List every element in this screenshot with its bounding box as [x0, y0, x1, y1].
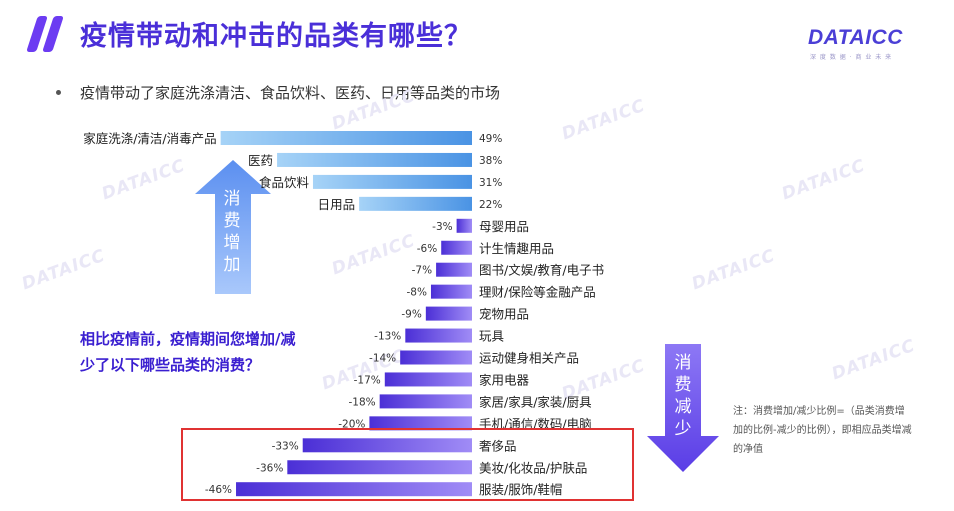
value-label: 49%	[479, 133, 502, 145]
category-label: 家用电器	[479, 372, 530, 387]
bar-5	[441, 240, 472, 255]
arrow-up-icon	[195, 160, 271, 294]
value-label: -8%	[407, 287, 427, 299]
category-label: 计生情趣用品	[479, 241, 554, 256]
bar-10	[400, 350, 472, 365]
category-label: 食品饮料	[259, 175, 310, 190]
question-text: 相比疫情前，疫情期间您增加/减少了以下哪些品类的消费？	[80, 330, 296, 374]
category-label: 运动健身相关产品	[479, 351, 579, 366]
logo-tagline: 深 度 数 据 · 商 业 未 来	[810, 54, 893, 61]
category-label: 理财/保险等金融产品	[479, 285, 596, 300]
value-label: 38%	[479, 155, 502, 167]
bar-8	[425, 306, 472, 321]
bar-11	[384, 372, 472, 387]
value-label: 31%	[479, 177, 502, 189]
value-label: -7%	[412, 265, 432, 277]
bar-7	[430, 284, 472, 299]
category-label: 奢侈品	[479, 438, 517, 453]
value-label: -46%	[205, 484, 232, 496]
category-label: 母婴用品	[479, 219, 529, 234]
category-label: 日用品	[318, 197, 356, 212]
bar-13	[369, 416, 472, 431]
category-label: 服装/服饰/鞋帽	[479, 482, 562, 497]
value-label: -6%	[417, 243, 437, 255]
header: 疫情带动和冲击的品类有哪些？ DATAICC 深 度 数 据 · 商 业 未 来	[0, 0, 954, 76]
value-label: -13%	[374, 331, 401, 343]
footnote: 注：消费增加/减少比例=（品类消费增加的比例-减少的比例），即相应品类增减的净值	[733, 406, 912, 455]
bar-6	[436, 262, 472, 277]
bar-14	[302, 438, 472, 453]
bar-2	[312, 174, 472, 189]
arrow-down-label: 消费减少	[674, 353, 692, 439]
value-label: -33%	[272, 440, 299, 452]
value-label: 22%	[479, 199, 502, 211]
value-label: -3%	[432, 221, 452, 233]
logo: DATAICC	[808, 26, 903, 49]
bar-16	[236, 482, 472, 497]
bar-1	[277, 152, 472, 167]
value-label: -17%	[354, 374, 381, 386]
category-label: 宠物用品	[479, 307, 529, 322]
subtitle: 疫情带动了家庭洗涤清洁、食品饮料、医药、日用等品类的市场	[80, 84, 501, 102]
value-label: -36%	[256, 462, 283, 474]
bar-4	[456, 218, 472, 233]
value-label: -14%	[369, 353, 396, 365]
highlight-box	[181, 428, 634, 501]
category-label: 家庭洗涤/清洁/消毒产品	[83, 131, 216, 146]
bullet-icon	[56, 90, 61, 95]
page-title: 疫情带动和冲击的品类有哪些？	[80, 21, 472, 52]
arrow-up-label: 消费增加	[223, 189, 241, 275]
category-label: 医药	[248, 153, 273, 168]
category-label: 家居/家具/家装/厨具	[479, 394, 592, 409]
category-label: 手机/通信/数码/电脑	[479, 416, 592, 431]
bar-3	[359, 196, 472, 211]
bar-15	[287, 460, 472, 475]
value-label: -9%	[401, 309, 421, 321]
bar-0	[220, 131, 472, 145]
category-label: 美妆/化妆品/护肤品	[479, 460, 587, 475]
value-label: -20%	[338, 418, 365, 430]
value-label: -18%	[349, 396, 376, 408]
category-label: 玩具	[479, 329, 505, 344]
bar-12	[379, 394, 472, 409]
arrow-down-icon	[647, 344, 719, 472]
bar-9	[405, 328, 472, 343]
category-label: 图书/文娱/教育/电子书	[479, 263, 604, 278]
